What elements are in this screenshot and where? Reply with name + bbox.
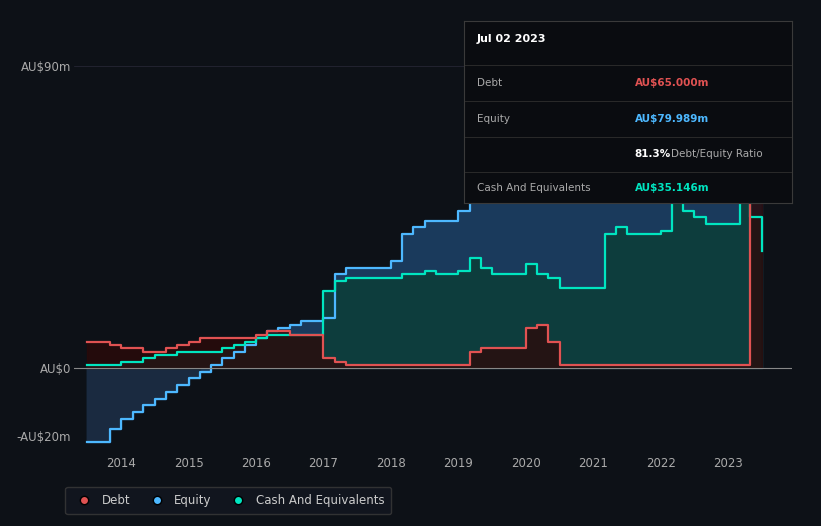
Text: Equity: Equity	[477, 114, 510, 124]
Text: Debt: Debt	[477, 78, 502, 88]
Text: Debt/Equity Ratio: Debt/Equity Ratio	[671, 148, 763, 158]
Legend: Debt, Equity, Cash And Equivalents: Debt, Equity, Cash And Equivalents	[66, 487, 392, 514]
Text: 81.3%: 81.3%	[635, 148, 671, 158]
Text: Cash And Equivalents: Cash And Equivalents	[477, 183, 590, 193]
Text: AU$35.146m: AU$35.146m	[635, 183, 709, 193]
Text: AU$79.989m: AU$79.989m	[635, 114, 709, 124]
Text: Jul 02 2023: Jul 02 2023	[477, 34, 547, 44]
Text: AU$65.000m: AU$65.000m	[635, 78, 709, 88]
